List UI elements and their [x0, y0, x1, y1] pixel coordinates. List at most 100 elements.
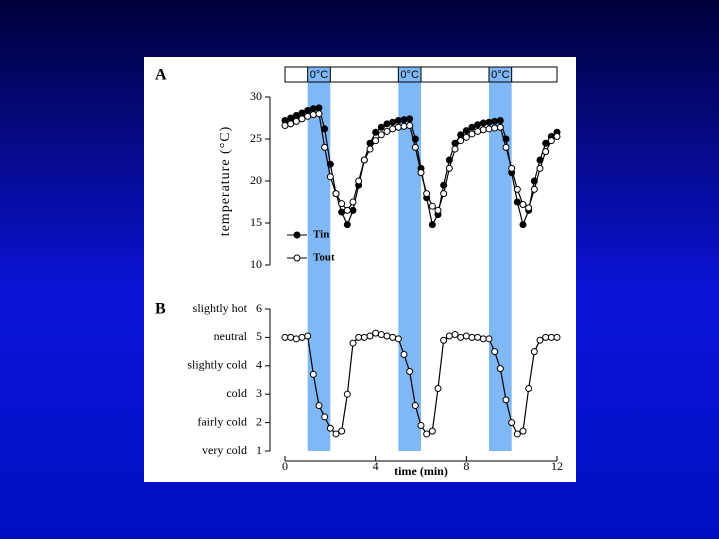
marker — [383, 120, 391, 128]
marker — [389, 333, 397, 341]
marker — [496, 365, 504, 373]
marker — [360, 333, 368, 341]
marker — [406, 367, 414, 375]
marker — [479, 335, 487, 343]
marker — [400, 350, 408, 358]
x-tick-label: 4 — [373, 459, 379, 473]
marker — [366, 145, 374, 153]
marker — [321, 143, 329, 151]
y-tick-label: 20 — [250, 173, 262, 187]
marker — [287, 333, 295, 341]
band-header-cell — [488, 66, 513, 83]
marker — [542, 139, 550, 147]
marker — [485, 118, 493, 126]
marker — [468, 123, 476, 131]
marker — [332, 190, 340, 198]
panel-title: A — [155, 67, 167, 84]
marker — [355, 333, 363, 341]
x-tick-label: 8 — [463, 459, 469, 473]
marker — [440, 336, 448, 344]
marker — [434, 206, 442, 214]
marker — [468, 130, 476, 138]
marker — [372, 329, 380, 337]
x-tick-label: 12 — [551, 459, 563, 473]
marker — [349, 198, 357, 206]
x-tick-label: 0 — [282, 459, 288, 473]
marker — [355, 177, 363, 185]
y-tick-label: 25 — [250, 131, 262, 145]
marker — [377, 123, 385, 131]
y-tick-label: 30 — [250, 89, 262, 103]
marker — [315, 402, 323, 410]
marker — [530, 185, 538, 193]
marker — [553, 333, 561, 341]
marker — [536, 164, 544, 172]
marker — [423, 430, 431, 438]
marker — [479, 126, 487, 134]
marker — [321, 125, 329, 133]
marker — [485, 335, 493, 343]
marker — [394, 117, 402, 125]
marker — [530, 348, 538, 356]
marker — [292, 111, 300, 119]
x-axis-label: time (min) — [394, 464, 448, 478]
marker — [287, 120, 295, 128]
marker — [406, 122, 414, 130]
marker — [428, 427, 436, 435]
y-tick-name: slightly hot — [193, 301, 248, 315]
marker — [338, 200, 346, 208]
marker — [372, 128, 380, 136]
y-tick-label: 15 — [250, 215, 262, 229]
marker — [479, 119, 487, 127]
marker — [394, 335, 402, 343]
marker — [457, 333, 465, 341]
marker — [491, 124, 499, 132]
marker — [428, 202, 436, 210]
marker — [343, 390, 351, 398]
marker — [304, 106, 312, 114]
y-tick-label: 3 — [256, 386, 262, 400]
marker — [474, 333, 482, 341]
marker — [553, 132, 561, 140]
marker — [451, 145, 459, 153]
marker — [326, 424, 334, 432]
marker — [457, 131, 465, 139]
marker — [502, 143, 510, 151]
y-tick-label: 10 — [250, 257, 262, 271]
marker — [519, 201, 527, 209]
marker — [513, 430, 521, 438]
y-tick-label: 6 — [256, 301, 262, 315]
marker — [525, 204, 533, 212]
marker — [474, 127, 482, 135]
marker — [451, 331, 459, 339]
marker — [400, 116, 408, 124]
y-tick-name: very cold — [202, 443, 247, 457]
marker — [332, 430, 340, 438]
y-axis-label: temperature (°C) — [218, 126, 233, 237]
marker — [462, 127, 470, 135]
marker — [383, 127, 391, 135]
marker — [292, 117, 300, 125]
marker — [281, 333, 289, 341]
marker — [462, 133, 470, 141]
marker — [326, 173, 334, 181]
marker — [513, 185, 521, 193]
marker — [309, 370, 317, 378]
marker — [474, 121, 482, 129]
marker — [519, 221, 527, 229]
marker — [343, 221, 351, 229]
marker — [547, 333, 555, 341]
marker — [496, 117, 504, 125]
marker — [366, 332, 374, 340]
marker — [349, 206, 357, 214]
marker — [377, 331, 385, 339]
band-header-cell — [397, 66, 422, 83]
marker — [377, 131, 385, 139]
marker — [428, 221, 436, 229]
y-tick-label: 5 — [256, 329, 262, 343]
y-tick-name: fairly cold — [197, 414, 247, 428]
marker — [315, 104, 323, 112]
marker — [542, 333, 550, 341]
